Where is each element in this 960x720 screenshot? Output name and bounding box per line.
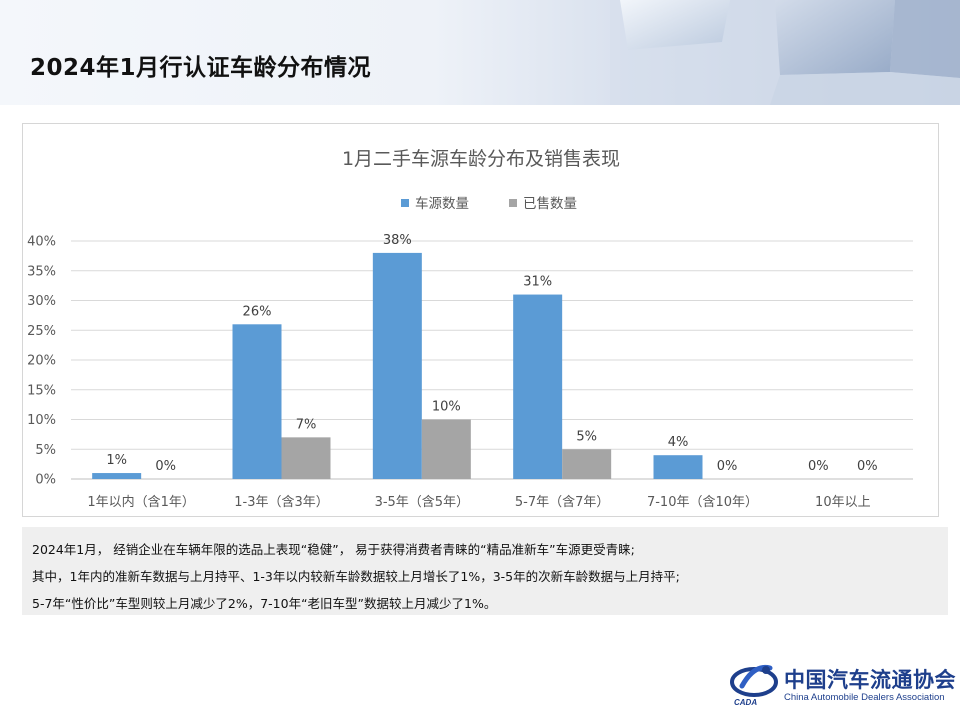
data-label: 7%	[296, 417, 317, 432]
y-tick-label: 10%	[27, 413, 56, 428]
legend-label: 车源数量	[415, 195, 469, 212]
data-label: 10%	[432, 400, 461, 415]
y-tick-label: 35%	[27, 264, 56, 279]
bar	[232, 324, 282, 479]
data-label: 31%	[523, 275, 552, 290]
notes-box: 2024年1月， 经销企业在车辆年限的选品上表现“稳健”， 易于获得消费者青睐的…	[22, 527, 948, 615]
x-tick-label: 5-7年（含7年）	[515, 494, 610, 510]
chart-data-labels: 1% 0% 26% 7% 38% 10% 31% 5% 4% 0% 0% 0%	[106, 233, 877, 474]
bar	[421, 419, 471, 479]
note-line-3: 5-7年“性价比”车型则较上月减少了2%，7-10年“老旧车型”数据较上月减少了…	[32, 596, 497, 611]
data-label: 0%	[155, 459, 176, 474]
data-label: 4%	[668, 435, 689, 450]
bar	[372, 252, 422, 479]
x-tick-label: 1-3年（含3年）	[234, 494, 329, 510]
legend-label: 已售数量	[523, 196, 577, 212]
y-tick-label: 0%	[35, 473, 56, 488]
bar	[92, 473, 142, 479]
y-tick-label: 5%	[35, 443, 56, 458]
y-tick-label: 20%	[27, 354, 56, 369]
data-label: 38%	[383, 233, 412, 248]
data-label: 1%	[106, 453, 127, 468]
y-tick-label: 25%	[27, 324, 56, 339]
logo-mark-text: CADA	[734, 698, 758, 707]
data-label: 0%	[808, 459, 829, 474]
chart-gridlines	[71, 240, 913, 480]
legend-swatch	[401, 199, 409, 207]
logo-english-name: China Automobile Dealers Association	[784, 692, 945, 703]
page-title: 2024年1月行认证车龄分布情况	[30, 55, 372, 81]
bar	[653, 455, 703, 479]
bar	[562, 449, 612, 479]
x-tick-label: 10年以上	[815, 495, 871, 510]
x-axis: 1年以内（含1年） 1-3年（含3年） 3-5年（含5年） 5-7年（含7年） 7-10…	[87, 494, 870, 510]
bar	[513, 294, 563, 479]
cada-emblem-icon	[730, 664, 778, 697]
note-line-1: 2024年1月， 经销企业在车辆年限的选品上表现“稳健”， 易于获得消费者青睐的…	[32, 542, 635, 557]
y-tick-label: 40%	[27, 235, 56, 250]
chart-frame: 1月二手车源车龄分布及销售表现 车源数量 已售数量 0% 5% 10% 15% 20% 25…	[22, 123, 939, 517]
legend-swatch	[509, 199, 517, 207]
data-label: 0%	[857, 459, 878, 474]
y-tick-label: 15%	[27, 383, 56, 398]
bar	[281, 437, 331, 479]
chart-bars	[92, 252, 703, 479]
bar-chart: 1月二手车源车龄分布及销售表现 车源数量 已售数量 0% 5% 10% 15% 20% 25…	[27, 148, 913, 510]
y-tick-label: 30%	[27, 294, 56, 309]
chart-title: 1月二手车源车龄分布及销售表现	[342, 148, 620, 170]
logo-name: 中国汽车流通协会	[784, 667, 956, 692]
decorative-cubes-image	[610, 0, 960, 105]
x-tick-label: 1年以内（含1年）	[87, 494, 195, 510]
note-line-2: 其中，1年内的准新车数据与上月持平、1-3年以内较新车龄数据较上月增长了1%，3…	[32, 569, 680, 584]
data-label: 0%	[717, 459, 738, 474]
header-band: 2024年1月行认证车龄分布情况	[0, 0, 960, 105]
data-label: 5%	[576, 429, 597, 444]
y-axis: 0% 5% 10% 15% 20% 25% 30% 35% 40%	[27, 235, 56, 488]
x-tick-label: 7-10年（含10年）	[647, 494, 758, 510]
data-label: 26%	[243, 304, 272, 319]
x-tick-label: 3-5年（含5年）	[375, 494, 470, 510]
chart-legend: 车源数量 已售数量	[401, 195, 577, 212]
association-logo: CADA 中国汽车流通协会 China Automobile Dealers A…	[730, 658, 956, 714]
